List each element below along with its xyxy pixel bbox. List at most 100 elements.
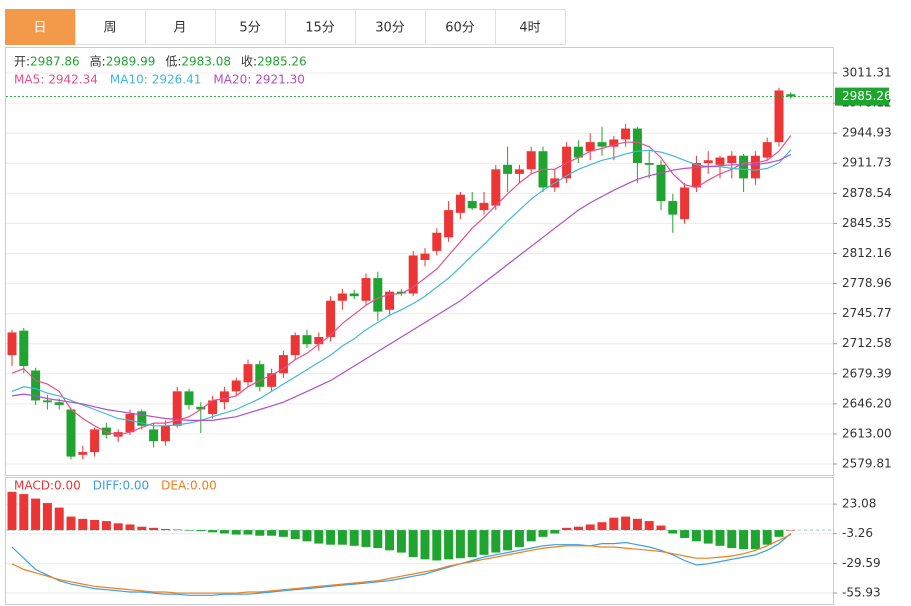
candle-body bbox=[691, 162, 701, 188]
macd-bar bbox=[621, 516, 631, 531]
macd-bar bbox=[703, 530, 713, 544]
candle-body bbox=[349, 293, 359, 297]
macd-bar bbox=[267, 530, 277, 536]
macd-bar bbox=[19, 494, 29, 531]
macd-bar bbox=[727, 530, 737, 549]
macd-bar bbox=[90, 519, 100, 531]
macd-bar bbox=[774, 530, 784, 537]
tab[interactable]: 15分 bbox=[285, 9, 356, 45]
candle-body bbox=[326, 300, 336, 337]
tab[interactable]: 5分 bbox=[215, 9, 286, 45]
tab-bg bbox=[75, 9, 146, 45]
tab-label: 4时 bbox=[519, 21, 540, 36]
candle-body bbox=[739, 155, 749, 179]
macd-bar bbox=[54, 507, 64, 531]
ma-line bbox=[11, 135, 792, 436]
macd-bar bbox=[255, 530, 265, 536]
y-tick-label: 2911.73 bbox=[842, 156, 892, 170]
macd-bar bbox=[349, 530, 359, 546]
macd-line bbox=[11, 533, 792, 596]
macd-bar bbox=[444, 530, 454, 560]
macd-bar bbox=[644, 521, 654, 531]
candle-body bbox=[78, 452, 88, 455]
tab[interactable]: 60分 bbox=[425, 9, 496, 45]
candle-body bbox=[467, 201, 477, 209]
candle-body bbox=[479, 202, 489, 211]
tab[interactable]: 周 bbox=[75, 9, 146, 45]
info-value: 2983.08 bbox=[181, 55, 231, 69]
info-label: 高: bbox=[90, 54, 106, 69]
candle-body bbox=[668, 201, 678, 215]
candle-body bbox=[455, 194, 465, 213]
macd-bar bbox=[609, 517, 619, 531]
y-tick-label: 2745.77 bbox=[842, 306, 892, 320]
y-tick-label: 2613.00 bbox=[842, 426, 892, 440]
candle-body bbox=[503, 164, 513, 174]
y-tick-label: -29.59 bbox=[842, 556, 881, 570]
tab-bg bbox=[355, 9, 426, 45]
candle-body bbox=[101, 427, 111, 435]
macd-bar bbox=[585, 524, 595, 531]
candle-body bbox=[703, 160, 713, 163]
tab[interactable]: 4时 bbox=[495, 9, 566, 45]
tab[interactable]: 月 bbox=[145, 9, 216, 45]
legend-value: 2942.34 bbox=[48, 73, 98, 87]
macd-bar bbox=[66, 516, 76, 531]
candle-body bbox=[243, 364, 253, 383]
macd-bar bbox=[668, 530, 678, 534]
macd-bar bbox=[361, 530, 371, 547]
last-price-tag bbox=[835, 87, 889, 106]
macd-bar bbox=[408, 530, 418, 558]
candle-body bbox=[644, 162, 654, 165]
candle-body bbox=[255, 364, 265, 387]
macd-bar bbox=[503, 530, 513, 551]
tab-bg bbox=[285, 9, 356, 45]
macd-bar bbox=[455, 530, 465, 559]
macd-bar bbox=[573, 526, 583, 531]
candle-body bbox=[444, 210, 454, 238]
tab[interactable]: 日 bbox=[5, 9, 76, 45]
macd-bar bbox=[750, 530, 760, 550]
macd-line bbox=[11, 534, 792, 594]
y-tick-label: 2579.81 bbox=[842, 457, 892, 471]
macd-bar bbox=[467, 530, 477, 558]
y-tick-label: 2944.93 bbox=[842, 126, 892, 140]
candle-body bbox=[774, 90, 784, 143]
candle-body bbox=[420, 253, 430, 260]
candle-body bbox=[231, 380, 241, 392]
macd-bar bbox=[739, 530, 749, 550]
y-tick-label: 2646.20 bbox=[842, 396, 892, 410]
tab-bg bbox=[215, 9, 286, 45]
tab-label: 周 bbox=[103, 21, 116, 36]
macd-bar bbox=[432, 530, 442, 561]
macd-bar bbox=[491, 530, 501, 553]
macd-bar bbox=[514, 530, 524, 547]
macd-bar bbox=[196, 530, 206, 532]
candle-body bbox=[526, 151, 536, 170]
candle-body bbox=[514, 169, 524, 174]
candle-body bbox=[302, 335, 312, 345]
info-value: 2989.99 bbox=[106, 55, 156, 69]
macd-bar bbox=[184, 530, 194, 531]
macd-bar bbox=[656, 525, 666, 531]
macd-bar bbox=[632, 518, 642, 531]
y-tick-label: 2712.58 bbox=[842, 336, 892, 350]
macd-bar bbox=[219, 530, 229, 534]
y-tick-label: 2845.35 bbox=[842, 216, 892, 230]
macd-bar bbox=[149, 527, 159, 531]
candle-body bbox=[184, 391, 194, 405]
legend-value: 2921.30 bbox=[255, 73, 305, 87]
macd-bar bbox=[314, 530, 324, 544]
tab[interactable]: 30分 bbox=[355, 9, 426, 45]
macd-bar bbox=[691, 530, 701, 542]
candle-body bbox=[137, 411, 147, 426]
legend-name: MACD: bbox=[14, 479, 54, 493]
y-tick-label: 2679.39 bbox=[842, 366, 892, 380]
macd-bar bbox=[715, 530, 725, 546]
candle-body bbox=[31, 370, 41, 401]
candle-body bbox=[727, 155, 737, 163]
ma-line bbox=[11, 154, 792, 421]
candle-body bbox=[656, 164, 666, 202]
candle-body bbox=[715, 157, 725, 165]
